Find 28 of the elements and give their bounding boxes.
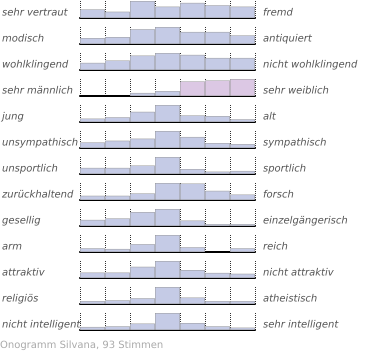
text: Onogramm Silvana, 93 Stimmen <box>0 340 164 351</box>
y2-axis-title: sympathisch <box>263 138 326 148</box>
y-axis-title: jung <box>0 112 24 122</box>
y2-axis-title: nicht attraktiv <box>263 268 335 278</box>
y2-axis-title: nicht wohlklingend <box>263 60 358 70</box>
y2-axis-title: einzelgängerisch <box>263 216 348 226</box>
y-axis-title: unsportlich <box>2 164 58 174</box>
y-axis-title: sehr männlich <box>2 86 73 96</box>
y-axis-title: sehr vertraut <box>2 8 69 18</box>
y-axis-title: unsympathisch <box>2 138 78 148</box>
y2-axis-title: sehr intelligent <box>263 320 340 330</box>
y2-axis-title: forsch <box>263 190 294 200</box>
y-axis-title: wohlklingend <box>2 60 69 70</box>
y-axis-title: gesellig <box>2 216 41 226</box>
y-axis-title: religiös <box>2 294 38 304</box>
y-axis-title: zurückhaltend <box>1 190 74 200</box>
y-axis-title: nicht intelligent <box>2 320 82 330</box>
y2-axis-title: antiquiert <box>263 34 313 44</box>
y2-axis-title: alt <box>263 112 277 122</box>
y-axis-title: modisch <box>2 34 44 44</box>
y2-axis-title: reich <box>263 242 288 252</box>
y2-axis-title: atheistisch <box>263 294 318 304</box>
bar <box>230 248 255 252</box>
y-axis-title: attraktiv <box>2 268 46 278</box>
y-axis-title: arm <box>2 242 22 252</box>
y2-axis-title: sportlich <box>263 164 306 174</box>
y2-axis-title: fremd <box>263 8 294 18</box>
y2-axis-title: sehr weiblich <box>263 86 329 96</box>
